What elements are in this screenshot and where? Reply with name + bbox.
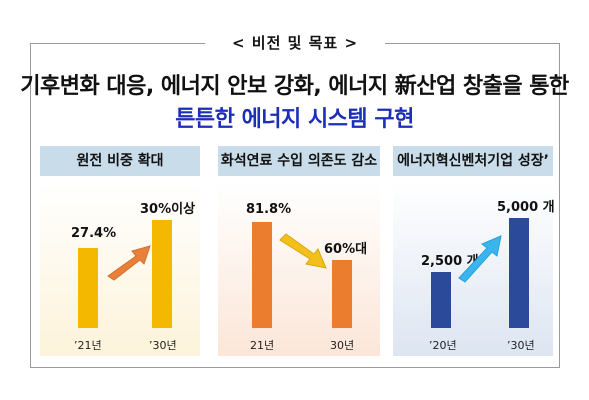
panel-body: 27.4% 30%이상 ’21년 ’30년 [40,182,200,356]
decrease-arrow-icon [279,233,327,269]
bar-2020 [431,272,451,328]
value-label: 5,000 개 [497,200,555,215]
value-label: 2,500 개 [421,254,479,269]
year-label: ’30년 [149,339,177,352]
year-label: 30년 [330,339,355,352]
increase-arrow-icon [458,235,502,283]
panel-nuclear-share: 원전 비중 확대 27.4% 30%이상 ’21년 ’30년 [40,146,200,356]
value-label: 27.4% [71,226,117,241]
bar-2030 [332,260,352,328]
panel-body: 81.8% 60%대 21년 30년 [218,182,380,356]
year-label: ’20년 [429,339,457,352]
panel-venture-growth: 에너지혁신벤처기업 성장’ 2,500 개 5,000 개 ’20년 ’30년 [393,146,555,356]
bar-2030 [152,220,172,328]
value-label: 30%이상 [140,202,196,217]
headline-line1: 기후변화 대응, 에너지 안보 강화, 에너지 新산업 창출을 통한 [20,74,569,99]
panel-body: 2,500 개 5,000 개 ’20년 ’30년 [393,182,555,356]
bar-2021 [78,248,98,328]
headline-line2: 튼튼한 에너지 시스템 구현 [175,107,414,132]
bar-2030 [509,218,529,328]
vision-title: < 비전 및 목표 > [205,30,385,56]
year-label: 21년 [250,339,275,352]
panel-title: 원전 비중 확대 [40,146,200,176]
year-label: ’21년 [74,339,102,352]
value-label: 81.8% [246,202,292,217]
value-label: 60%대 [324,242,368,257]
year-label: ’30년 [507,339,535,352]
bar-2021 [252,222,272,328]
panel-title: 화석연료 수입 의존도 감소 [218,146,380,176]
increase-arrow-icon [107,245,151,281]
panel-title: 에너지혁신벤처기업 성장’ [393,146,553,176]
panel-fossil-import: 화석연료 수입 의존도 감소 81.8% 60%대 21년 30년 [218,146,380,356]
